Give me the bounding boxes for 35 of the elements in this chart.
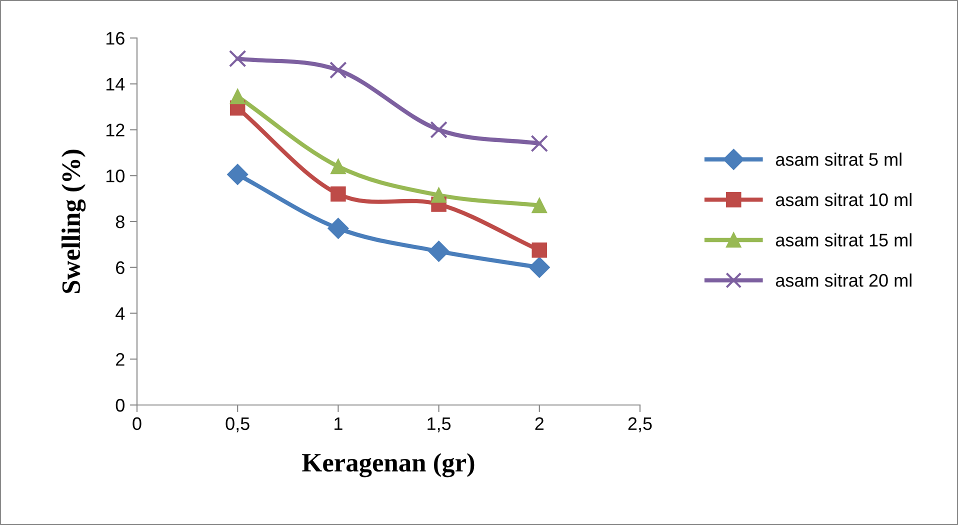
legend-label: asam sitrat 10 ml [776, 192, 912, 206]
x-tick-label: 2 [535, 417, 544, 430]
y-tick-label: 16 [106, 32, 124, 45]
point [228, 50, 246, 68]
point [532, 242, 548, 258]
point [230, 88, 246, 104]
point [532, 198, 548, 214]
legend-label: asam sitrat 20 ml [776, 274, 912, 287]
x-tick-label: 1 [334, 417, 342, 430]
point [528, 256, 550, 278]
y-tick-label: 0 [116, 398, 124, 412]
point [430, 121, 448, 138]
point [328, 218, 349, 239]
point [227, 164, 248, 185]
x-tick-label: 0,5 [226, 417, 250, 432]
y-axis-title: Swelling (%) [62, 150, 86, 294]
x-tick-label: 2,5 [628, 417, 652, 432]
y-tick-label: 8 [116, 215, 124, 228]
point [330, 186, 346, 202]
legend-label: asam sitrat 5 ml [776, 152, 902, 166]
x-tick-label: 1,5 [428, 417, 451, 432]
y-tick-label: 4 [116, 307, 125, 320]
point [428, 240, 450, 262]
point [431, 187, 446, 203]
y-tick-label: 6 [116, 261, 124, 274]
y-tick-label: 10 [106, 170, 124, 182]
x-axis-title: Keragenan (gr) [302, 453, 474, 478]
y-tick-label: 12 [106, 124, 124, 136]
legend-label: asam sitrat 15 ml [776, 233, 912, 246]
point [330, 158, 346, 174]
point [530, 134, 548, 152]
y-tick-label: 2 [116, 353, 124, 366]
x-tick-label: 0 [132, 417, 142, 430]
point [330, 61, 347, 79]
y-tick-label: 14 [106, 78, 125, 90]
